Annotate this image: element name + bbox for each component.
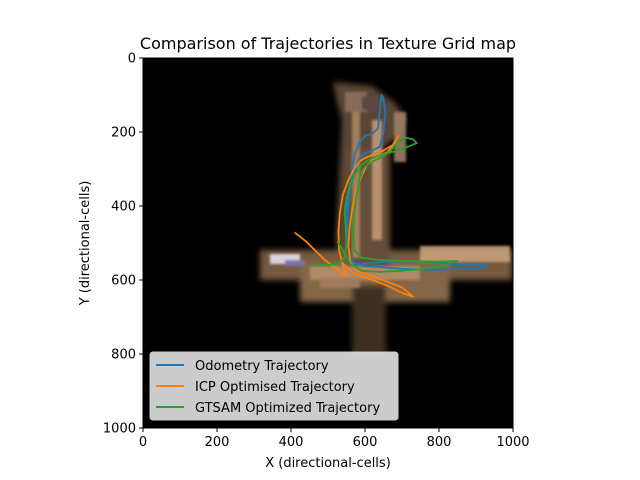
series-line-1 xyxy=(344,94,488,271)
x-axis-ticks: 0 200 400 600 800 1000 xyxy=(139,428,530,450)
legend-label-gtsam: GTSAM Optimized Trajectory xyxy=(195,401,380,416)
x-tick-label: 800 xyxy=(427,435,452,450)
y-tick-label: 800 xyxy=(111,348,136,363)
y-axis-ticks: 0 200 400 600 800 1000 xyxy=(103,52,143,437)
y-tick-label: 0 xyxy=(128,52,136,67)
y-tick-label: 600 xyxy=(111,274,136,289)
y-tick-label: 400 xyxy=(111,200,136,215)
legend: Odometry Trajectory ICP Optimised Trajec… xyxy=(149,351,399,421)
chart-title: Comparison of Trajectories in Texture Gr… xyxy=(140,34,516,53)
legend-label-icp: ICP Optimised Trajectory xyxy=(195,380,355,395)
y-tick-label: 1000 xyxy=(103,422,136,437)
legend-box xyxy=(149,351,399,421)
y-tick-label: 200 xyxy=(111,126,136,141)
x-tick-label: 400 xyxy=(279,435,304,450)
axes-frame xyxy=(142,57,514,429)
y-axis-title: Y (directional-cells) xyxy=(78,181,93,307)
x-tick-label: 1000 xyxy=(496,435,529,450)
series-line-3 xyxy=(313,136,459,273)
x-tick-label: 600 xyxy=(353,435,378,450)
legend-label-odometry: Odometry Trajectory xyxy=(195,359,329,374)
series-layer xyxy=(294,94,488,298)
x-tick-label: 0 xyxy=(139,435,147,450)
x-axis-title: X (directional-cells) xyxy=(265,456,391,471)
x-tick-label: 200 xyxy=(205,435,230,450)
